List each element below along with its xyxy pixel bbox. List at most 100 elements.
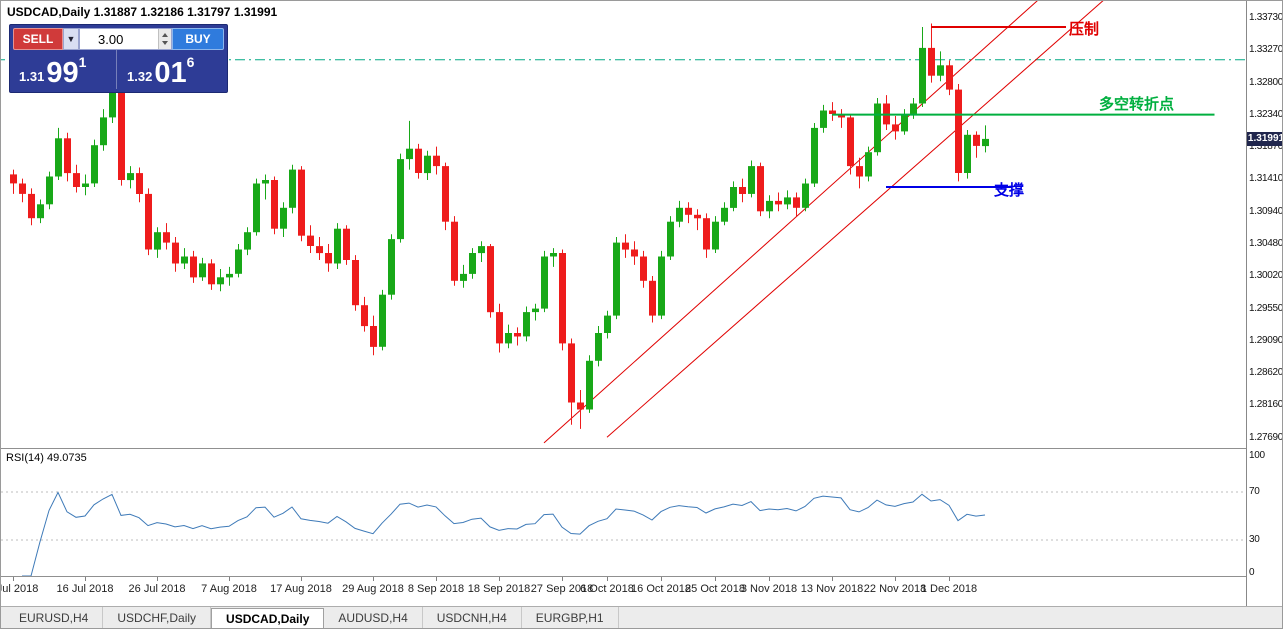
rsi-canvas (1, 491, 1246, 576)
date-tick (301, 577, 302, 581)
chart-tab-eurgbp-h1[interactable]: EURGBP,H1 (522, 607, 619, 628)
date-tick (562, 577, 563, 581)
candle (55, 138, 62, 177)
chart-tab-usdcnh-h4[interactable]: USDCNH,H4 (423, 607, 522, 628)
candle (280, 207, 287, 229)
date-tick (85, 577, 86, 581)
candle (703, 218, 710, 250)
ask-pip-digit: 6 (186, 54, 195, 70)
date-label: 16 Jul 2018 (56, 583, 114, 595)
candle (775, 200, 782, 205)
rsi-name: RSI(14) (6, 452, 44, 464)
price-scale-label: 1.30020 (1249, 269, 1283, 281)
bid-price: 1.31 99 1 (13, 50, 116, 89)
candle (37, 204, 44, 219)
price-scale-label: 1.31870 (1249, 141, 1283, 153)
price-scale[interactable]: 1.31991 1.33730 1.33270 1.32800 1.32340 1.31… (1246, 1, 1283, 606)
candle (244, 232, 251, 250)
date-tick (229, 577, 230, 581)
date-tick (832, 577, 833, 581)
rsi-value: 49.0735 (46, 452, 87, 464)
candle (550, 253, 557, 257)
chart-tab-usdcad-daily[interactable]: USDCAD,Daily (211, 608, 325, 628)
channel-lower[interactable] (606, 1, 1111, 438)
candle (667, 221, 674, 257)
rsi-scale-label: 100 (1249, 450, 1265, 461)
bid-pip-digit: 1 (78, 54, 87, 70)
candle (379, 294, 386, 347)
bid-big-digits: 99 (46, 57, 79, 89)
date-label: 26 Jul 2018 (128, 583, 186, 595)
price-scale-label: 1.27690 (1249, 431, 1283, 443)
candle (946, 65, 953, 90)
candle (370, 326, 377, 347)
date-label: 3 Nov 2018 (740, 583, 798, 595)
rsi-indicator-pane[interactable]: RSI(14) 49.0735 (1, 449, 1246, 576)
candle (757, 166, 764, 212)
candle (217, 277, 224, 285)
date-tick (157, 577, 158, 581)
ask-big-digits: 01 (154, 57, 187, 89)
date-tick (13, 577, 14, 581)
candle (190, 256, 197, 278)
candle (613, 242, 620, 316)
volume-value: 3.00 (98, 31, 124, 47)
date-tick (661, 577, 662, 581)
candle (145, 193, 152, 250)
chart-tab-audusd-h4[interactable]: AUDUSD,H4 (324, 607, 423, 628)
candle (910, 103, 917, 114)
pane-splitter[interactable] (1, 448, 1246, 449)
price-scale-label: 1.28620 (1249, 367, 1283, 379)
candle (514, 333, 521, 337)
date-tick (373, 577, 374, 581)
sell-button[interactable]: SELL (13, 28, 63, 50)
candle (253, 183, 260, 233)
channel-upper[interactable] (543, 1, 1039, 444)
price-scale-label: 1.32800 (1249, 76, 1283, 88)
candle (433, 155, 440, 167)
volume-stepper[interactable] (158, 29, 171, 49)
candle (586, 360, 593, 410)
candle (388, 239, 395, 295)
price-scale-label: 1.32340 (1249, 108, 1283, 120)
candle (568, 343, 575, 403)
time-axis[interactable]: 4 Jul 2018 16 Jul 2018 26 Jul 2018 7 Aug 20… (1, 577, 1282, 606)
rsi-scale-label: 30 (1249, 534, 1260, 545)
chart-tab-usdchf-daily[interactable]: USDCHF,Daily (103, 607, 212, 628)
date-label: 13 Nov 2018 (800, 583, 864, 595)
candle (46, 176, 53, 205)
date-tick (715, 577, 716, 581)
stepper-down-icon[interactable] (162, 41, 168, 45)
candle (82, 183, 89, 187)
candle (658, 256, 665, 316)
date-label: 6 Oct 2018 (580, 583, 634, 595)
pivot-label: 多空转折点 (1099, 96, 1175, 113)
candle (739, 187, 746, 194)
ask-prefix: 1.32 (127, 69, 153, 84)
candle (559, 253, 566, 344)
candle (199, 263, 206, 278)
chart-tab-eurusd-h4[interactable]: EURUSD,H4 (5, 607, 104, 628)
candle (262, 180, 269, 184)
price-chart[interactable]: USDCAD,Daily 1.31887 1.32186 1.31797 1.3… (1, 1, 1246, 448)
volume-dropdown-button[interactable]: ▼ (63, 28, 79, 50)
candle (127, 173, 134, 181)
candle (469, 253, 476, 274)
candle (676, 207, 683, 222)
candle (523, 312, 530, 337)
volume-input[interactable]: 3.00 (79, 28, 172, 50)
candle (811, 127, 818, 184)
chart-title: USDCAD,Daily 1.31887 1.32186 1.31797 1.3… (7, 5, 278, 19)
date-tick (769, 577, 770, 581)
stepper-up-icon[interactable] (162, 33, 168, 37)
candle (226, 273, 233, 278)
date-label: 17 Aug 2018 (270, 583, 332, 595)
candle (631, 249, 638, 257)
rsi-indicator-label: RSI(14) 49.0735 (6, 452, 87, 464)
candle (577, 402, 584, 410)
buy-button[interactable]: BUY (172, 28, 224, 50)
candlestick-chart-canvas[interactable] (1, 1, 1246, 448)
candle (442, 166, 449, 222)
candle (316, 246, 323, 254)
candle (541, 256, 548, 309)
